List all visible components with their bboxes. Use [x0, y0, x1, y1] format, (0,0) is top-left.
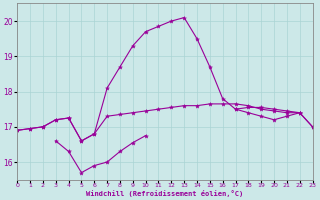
X-axis label: Windchill (Refroidissement éolien,°C): Windchill (Refroidissement éolien,°C): [86, 190, 244, 197]
